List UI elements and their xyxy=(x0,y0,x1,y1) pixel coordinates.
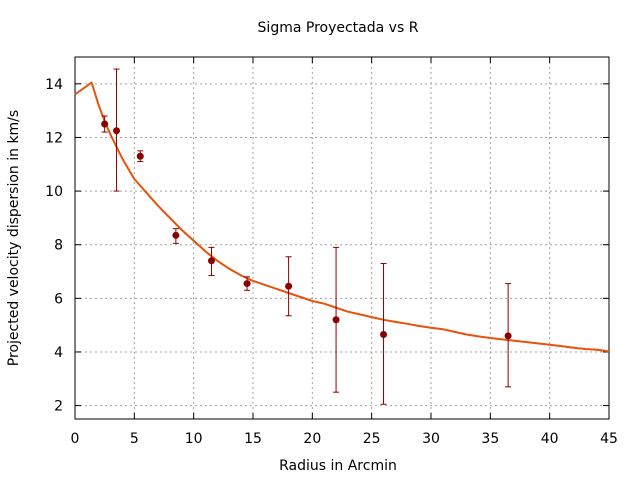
data-marker xyxy=(113,127,121,135)
plot-frame xyxy=(74,56,610,420)
y-tick-label: 14 xyxy=(45,77,63,93)
y-tick-label: 6 xyxy=(54,291,63,307)
axis-ticks xyxy=(74,57,610,419)
y-axis-title: Projected velocity dispersion in km/s xyxy=(6,110,22,366)
x-tick-label: 40 xyxy=(541,431,559,447)
chart-title: Sigma Proyectada vs R xyxy=(258,20,419,36)
x-axis-title: Radius in Arcmin xyxy=(279,458,397,474)
y-tick-labels: 2 4 6 8 10 12 14 xyxy=(45,77,63,415)
y-tick-label: 10 xyxy=(45,184,63,200)
data-point xyxy=(380,262,388,405)
y-tick-label: 2 xyxy=(54,399,63,415)
x-tick-labels: 0 5 10 15 20 25 30 35 40 45 xyxy=(71,431,618,447)
data-errorbars xyxy=(101,68,512,405)
data-marker xyxy=(207,257,215,265)
data-point xyxy=(101,115,109,133)
data-marker xyxy=(172,231,180,239)
data-marker xyxy=(101,120,109,128)
data-marker xyxy=(136,152,144,160)
x-tick-label: 30 xyxy=(422,431,440,447)
data-point xyxy=(136,150,144,163)
data-marker xyxy=(380,331,388,339)
data-point xyxy=(332,246,340,393)
data-marker xyxy=(285,282,293,290)
data-point xyxy=(113,68,121,192)
data-point xyxy=(243,276,251,291)
data-point xyxy=(207,246,215,277)
data-point xyxy=(285,256,293,317)
x-tick-label: 5 xyxy=(130,431,139,447)
x-tick-label: 15 xyxy=(244,431,262,447)
data-marker xyxy=(332,316,340,324)
x-tick-label: 45 xyxy=(600,431,618,447)
x-tick-label: 0 xyxy=(71,431,80,447)
data-point xyxy=(504,283,512,388)
data-marker xyxy=(504,332,512,340)
data-marker xyxy=(243,280,251,288)
model-curve xyxy=(74,81,610,353)
grid xyxy=(75,57,609,419)
y-tick-label: 4 xyxy=(54,345,63,361)
x-tick-label: 35 xyxy=(481,431,499,447)
x-tick-label: 10 xyxy=(185,431,203,447)
y-tick-label: 8 xyxy=(54,238,63,254)
x-tick-label: 20 xyxy=(303,431,321,447)
data-point xyxy=(172,228,180,244)
x-tick-label: 25 xyxy=(363,431,381,447)
model-curve-line xyxy=(74,81,610,353)
y-tick-label: 12 xyxy=(45,130,63,146)
